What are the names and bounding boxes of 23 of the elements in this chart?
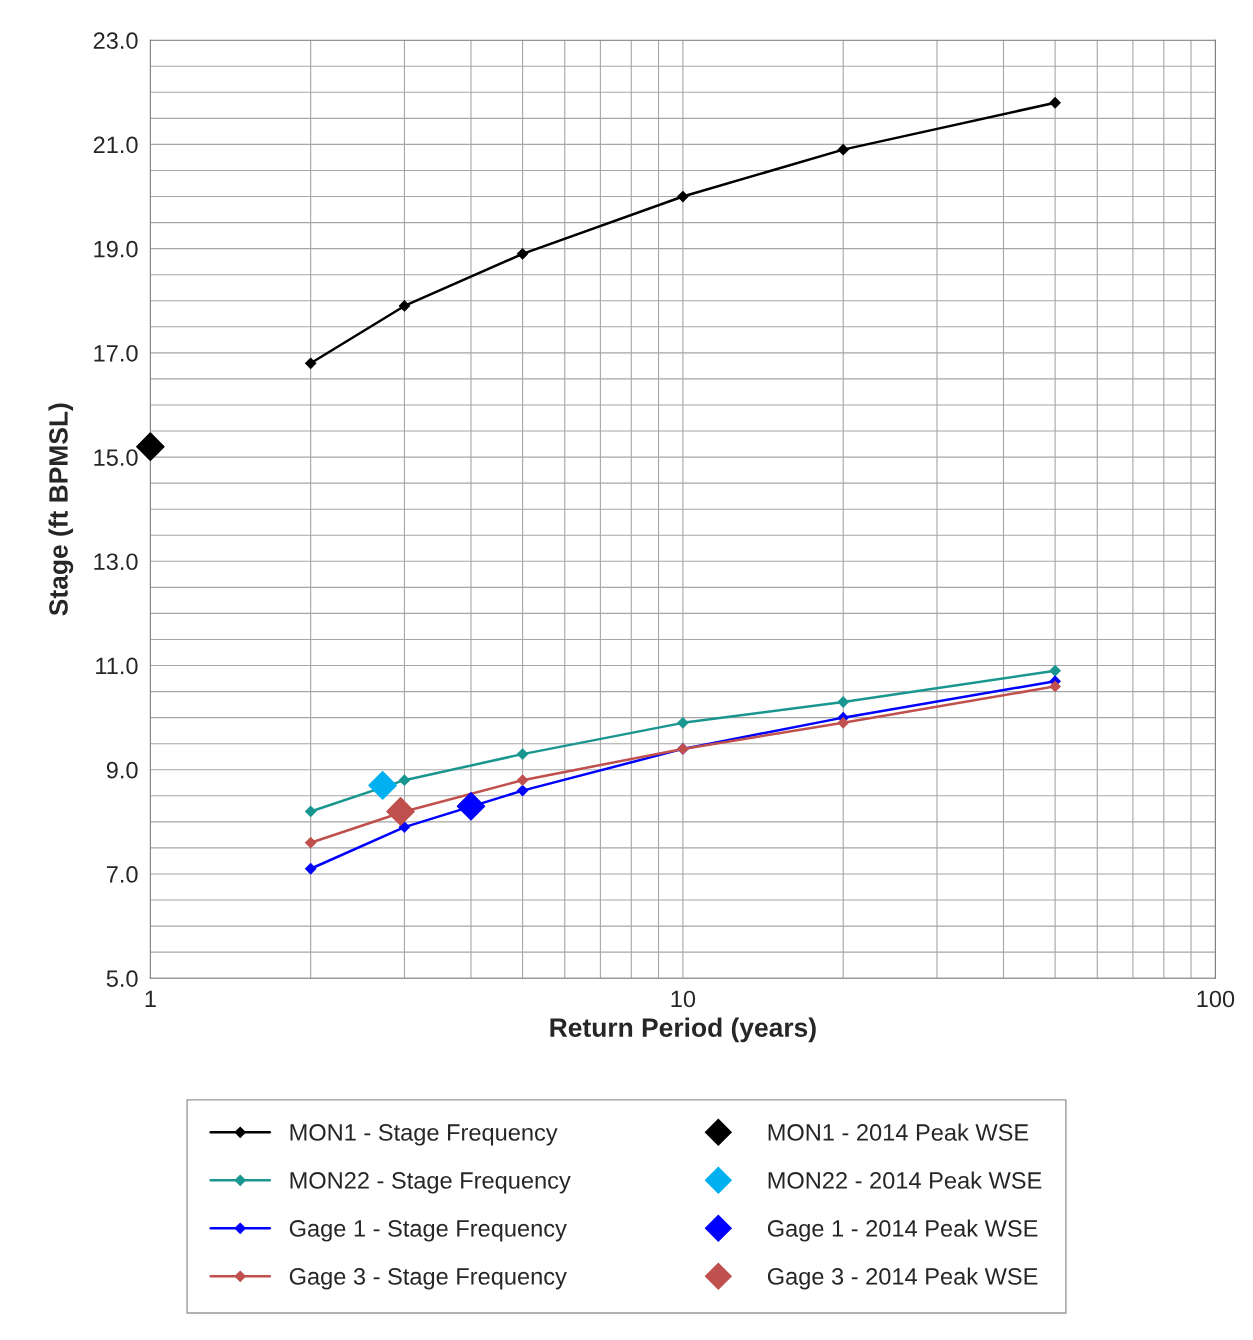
y-axis-title: Stage (ft BPMSL) (48, 403, 74, 616)
y-tick-label: 11.0 (96, 657, 138, 675)
y-tick-label: 19.0 (94, 240, 138, 258)
legend-label: Gage 1 - 2014 Peak WSE (767, 1219, 1038, 1242)
legend-label: Gage 3 - 2014 Peak WSE (767, 1267, 1038, 1290)
legend-label: Gage 1 - Stage Frequency (289, 1220, 567, 1242)
x-axis-title: Return Period (years) (550, 1017, 816, 1043)
x-tick-label: 100 (1197, 990, 1235, 1008)
y-tick-label: 15.0 (94, 449, 138, 466)
y-tick-label: 13.0 (94, 553, 138, 571)
legend-label: MON1 - 2014 Peak WSE (768, 1123, 1029, 1141)
y-tick-label: 23.0 (93, 32, 138, 49)
x-tick-label: 1 (145, 990, 156, 1008)
legend-label: Gage 3 - Stage Frequency (289, 1268, 567, 1290)
y-tick-label: 21.0 (93, 136, 138, 154)
y-tick-label: 9.0 (106, 761, 138, 779)
legend-label: MON22 - 2014 Peak WSE (768, 1171, 1042, 1189)
y-tick-label: 17.0 (94, 344, 138, 362)
legend-label: MON22 - Stage Frequency (290, 1172, 571, 1194)
y-tick-label: 5.0 (106, 970, 138, 987)
x-tick-label: 10 (671, 990, 696, 1008)
y-tick-label: 7.0 (106, 866, 138, 883)
legend-label: MON1 - Stage Frequency (290, 1124, 558, 1146)
